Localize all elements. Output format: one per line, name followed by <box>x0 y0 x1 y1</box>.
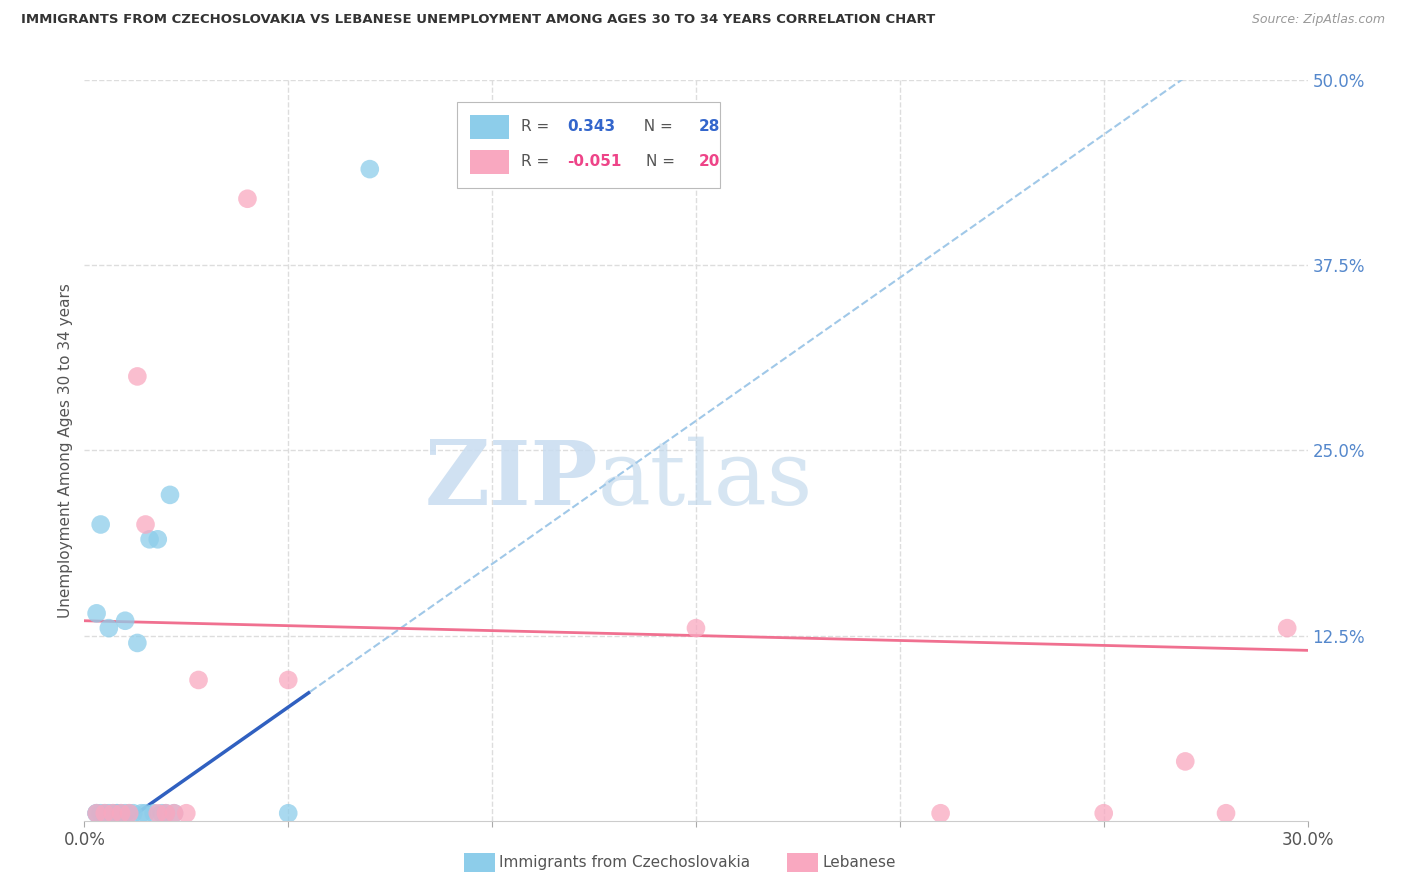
Point <box>135 517 157 532</box>
Point <box>359 162 381 177</box>
Text: IMMIGRANTS FROM CZECHOSLOVAKIA VS LEBANESE UNEMPLOYMENT AMONG AGES 30 TO 34 YEAR: IMMIGRANTS FROM CZECHOSLOVAKIA VS LEBANE… <box>21 13 935 27</box>
Point <box>118 806 141 821</box>
Point <box>236 192 259 206</box>
Bar <box>470 115 509 139</box>
Point <box>685 621 707 635</box>
Point <box>127 636 149 650</box>
Point <box>1215 806 1237 821</box>
Point <box>163 806 186 821</box>
Point <box>146 806 169 821</box>
Point <box>105 806 128 821</box>
Text: -0.051: -0.051 <box>568 154 621 169</box>
Point <box>97 806 120 821</box>
Text: R =: R = <box>522 120 554 135</box>
Point <box>277 673 299 687</box>
Point <box>277 806 299 821</box>
Text: 28: 28 <box>699 120 720 135</box>
Point <box>101 806 124 821</box>
Bar <box>457 103 720 187</box>
Point <box>131 806 153 821</box>
Point <box>97 621 120 635</box>
Point <box>90 517 112 532</box>
Text: R =: R = <box>522 154 554 169</box>
Point <box>159 488 181 502</box>
Text: Immigrants from Czechoslovakia: Immigrants from Czechoslovakia <box>499 855 751 870</box>
Point <box>114 614 136 628</box>
Point <box>155 806 177 821</box>
Point <box>138 533 160 547</box>
Point <box>150 806 173 821</box>
Point <box>142 806 165 821</box>
Text: 0.343: 0.343 <box>568 120 616 135</box>
Point <box>93 806 115 821</box>
Point <box>86 806 108 821</box>
Point <box>110 806 132 821</box>
Point <box>1277 621 1299 635</box>
Point <box>122 806 145 821</box>
Point <box>174 806 197 821</box>
Point <box>187 673 209 687</box>
Point <box>1092 806 1115 821</box>
Point <box>86 607 108 621</box>
Point <box>118 806 141 821</box>
Bar <box>470 150 509 174</box>
Text: atlas: atlas <box>598 436 813 524</box>
Point <box>86 806 108 821</box>
Point <box>135 806 157 821</box>
Point <box>155 806 177 821</box>
Point <box>86 806 108 821</box>
Text: Lebanese: Lebanese <box>823 855 896 870</box>
Point <box>146 533 169 547</box>
Text: N =: N = <box>634 120 678 135</box>
Point <box>105 806 128 821</box>
Point <box>1174 755 1197 769</box>
Text: ZIP: ZIP <box>425 436 598 524</box>
Point <box>163 806 186 821</box>
Text: Source: ZipAtlas.com: Source: ZipAtlas.com <box>1251 13 1385 27</box>
Point <box>127 369 149 384</box>
Point <box>93 806 115 821</box>
Point <box>90 806 112 821</box>
Point <box>929 806 952 821</box>
Text: 20: 20 <box>699 154 720 169</box>
Point <box>101 806 124 821</box>
Text: N =: N = <box>645 154 679 169</box>
Point <box>114 806 136 821</box>
Point <box>110 806 132 821</box>
Y-axis label: Unemployment Among Ages 30 to 34 years: Unemployment Among Ages 30 to 34 years <box>58 283 73 618</box>
